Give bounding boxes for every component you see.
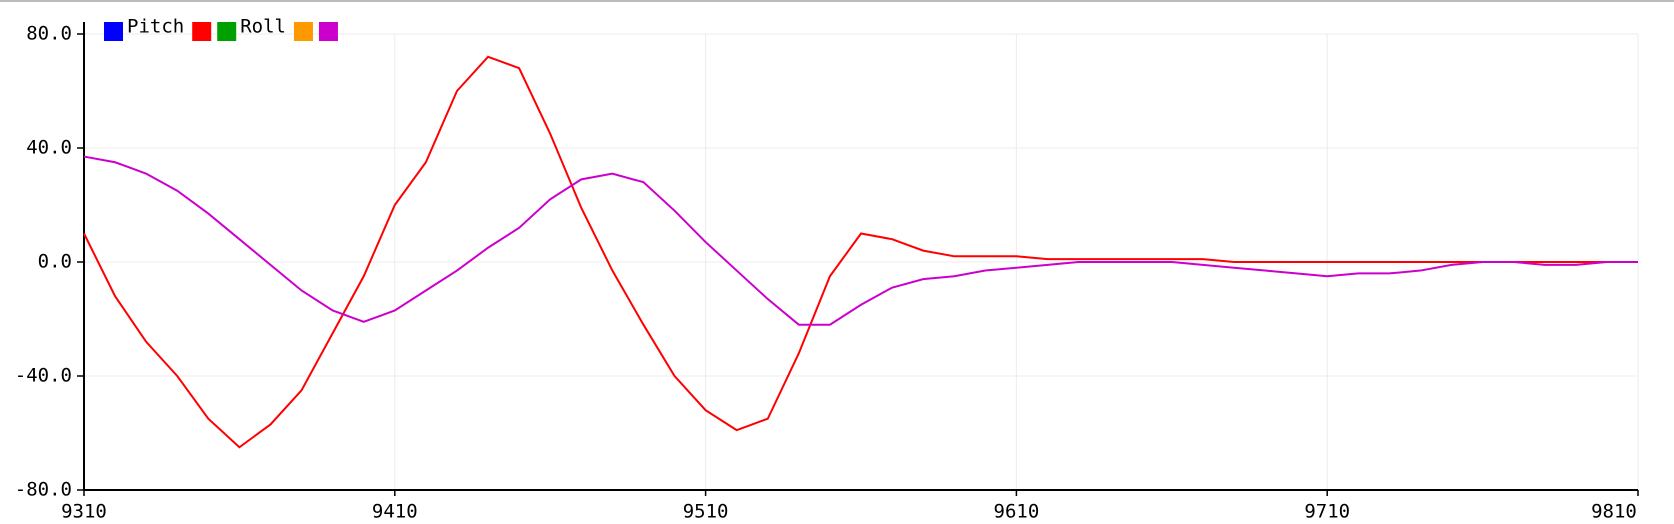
legend-swatch — [318, 22, 338, 41]
y-tick-label: 80.0 — [26, 23, 72, 45]
y-tick-label: -40.0 — [15, 365, 72, 387]
legend-swatch — [104, 22, 123, 41]
legend-label: Roll — [240, 16, 286, 38]
x-tick-label: 9610 — [994, 501, 1040, 523]
y-tick-label: 0.0 — [38, 251, 72, 273]
series-line — [83, 55, 1638, 449]
x-tick-label: 9410 — [372, 501, 418, 523]
y-tick-label: 40.0 — [26, 137, 72, 159]
legend-swatch — [192, 22, 212, 41]
x-tick-label: 9310 — [61, 501, 107, 523]
series-line — [83, 155, 1638, 326]
y-tick-label: -80.0 — [15, 479, 72, 501]
legend-swatch — [293, 22, 313, 41]
x-tick-label: 9510 — [683, 501, 729, 523]
x-tick-label: 9810 — [1591, 501, 1637, 523]
x-tick-label: 9710 — [1304, 501, 1350, 523]
legend-swatch — [217, 22, 237, 41]
legend-label: Pitch — [127, 16, 184, 38]
